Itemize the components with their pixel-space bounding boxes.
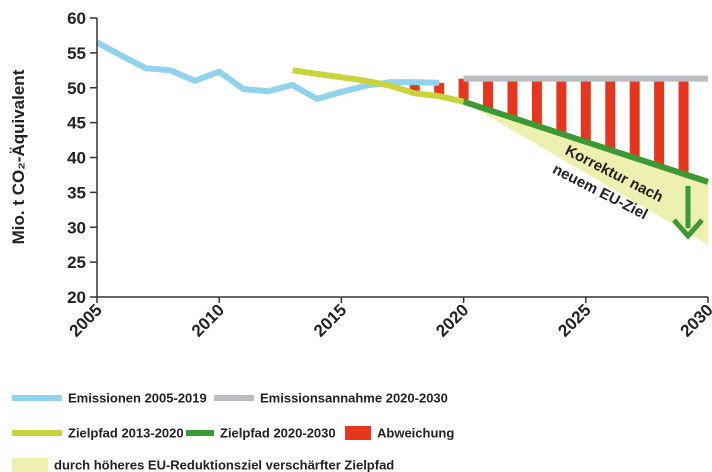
y-axis-label: Mio. t CO₂-Äquivalent	[9, 69, 28, 244]
x-tick-label: 2010	[188, 300, 228, 340]
legend-label: durch höheres EU-Reduktionsziel verschär…	[54, 457, 394, 472]
legend-label: Zielpfad 2020-2030	[220, 425, 336, 440]
line	[292, 67, 465, 105]
bar	[409, 82, 420, 94]
legend-label: Emissionsannahme 2020-2030	[260, 390, 448, 405]
legend-label: Abweichung	[377, 425, 454, 440]
y-tick-label: 30	[67, 218, 86, 237]
legend-swatch	[345, 426, 371, 440]
bar	[434, 82, 445, 97]
bar	[483, 78, 494, 110]
y-tick-label: 35	[67, 183, 86, 202]
x-tick-label: 2020	[432, 300, 472, 340]
bar	[507, 78, 518, 118]
x-tick-label: 2030	[677, 300, 712, 340]
line	[462, 98, 709, 185]
bar	[605, 78, 616, 150]
y-tick-label: 60	[67, 9, 86, 28]
correction-arrow	[672, 186, 704, 240]
bar	[556, 78, 567, 134]
y-tick-label: 40	[67, 149, 86, 168]
area	[463, 101, 708, 245]
bar	[629, 78, 640, 158]
arrow-head	[672, 218, 704, 240]
y-tick-label: 20	[67, 288, 86, 307]
legend-label: Emissionen 2005-2019	[68, 390, 207, 405]
x-tick-label: 2015	[310, 300, 350, 340]
legend-swatch	[12, 458, 48, 472]
y-tick-label: 55	[67, 44, 86, 63]
bar	[678, 78, 689, 174]
legend-label: Zielpfad 2013-2020	[68, 425, 184, 440]
y-tick-label: 25	[67, 253, 86, 272]
y-tick-label: 45	[67, 114, 86, 133]
bar	[531, 78, 542, 126]
y-tick-label: 50	[67, 79, 86, 98]
bar	[458, 78, 469, 102]
plot	[90, 17, 709, 303]
bar	[654, 78, 665, 166]
line	[95, 39, 440, 102]
bar	[580, 78, 591, 142]
x-tick-label: 2025	[554, 300, 594, 340]
